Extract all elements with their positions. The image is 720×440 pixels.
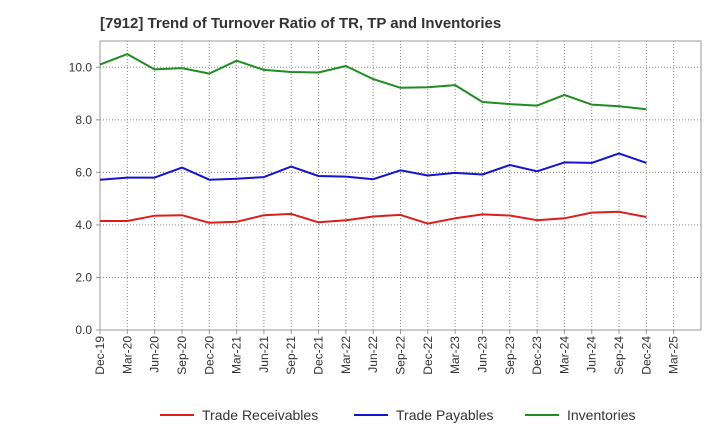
gridlines: [100, 41, 701, 330]
legend-label-trade-payables: Trade Payables: [396, 407, 494, 423]
y-tick-label: 8.0: [75, 113, 92, 127]
x-tick-label: Dec-20: [202, 336, 216, 375]
x-tick-label: Dec-21: [312, 336, 326, 375]
x-tick-label: Dec-19: [93, 336, 107, 375]
x-tick-label: Sep-24: [612, 336, 626, 375]
x-tick-label: Jun-24: [585, 336, 599, 373]
y-tick-label: 4.0: [75, 218, 92, 232]
legend-item-inventories: Inventories: [525, 404, 635, 426]
x-tick-label: Mar-24: [557, 336, 571, 374]
y-tick-label: 0.0: [75, 323, 92, 337]
legend-label-trade-receivables: Trade Receivables: [202, 407, 319, 423]
series-lines: [99, 53, 647, 225]
x-tick-label: Mar-25: [667, 336, 681, 374]
x-tick-label: Sep-20: [175, 336, 189, 375]
legend-swatch-trade-receivables: [160, 414, 194, 416]
x-tick-label: Mar-21: [230, 336, 244, 374]
chart-title: [7912] Trend of Turnover Ratio of TR, TP…: [100, 15, 502, 32]
series-line-trade-receivables: [100, 210, 647, 225]
legend-swatch-inventories: [525, 414, 559, 416]
legend-item-trade-receivables: Trade Receivables: [160, 404, 318, 426]
legend-item-trade-payables: Trade Payables: [354, 404, 494, 426]
y-tick-label: 6.0: [75, 165, 92, 179]
legend: Trade Receivables Trade Payables Invento…: [0, 404, 720, 426]
x-tick-label: Sep-22: [394, 336, 408, 375]
x-tick-label: Jun-22: [366, 336, 380, 373]
x-tick-label: Sep-23: [503, 336, 517, 375]
x-axis-ticks: Dec-19 Mar-20 Jun-20 Sep-20 Dec-20 Mar-21 Jun-…: [93, 330, 681, 375]
x-tick-label: Dec-22: [421, 336, 435, 375]
x-tick-label: Mar-22: [339, 336, 353, 374]
x-tick-label: Mar-20: [120, 336, 134, 374]
x-tick-label: Jun-21: [257, 336, 271, 373]
x-tick-label: Jun-23: [475, 336, 489, 373]
series-line-inventories: [99, 53, 647, 111]
legend-swatch-trade-payables: [354, 414, 388, 416]
legend-label-inventories: Inventories: [567, 407, 636, 423]
x-tick-label: Sep-21: [284, 336, 298, 375]
y-tick-label: 2.0: [75, 270, 92, 284]
series-line-trade-payables: [99, 152, 647, 181]
x-tick-label: Mar-23: [448, 336, 462, 374]
x-tick-label: Jun-20: [148, 336, 162, 373]
y-axis-ticks: 0.0 2.0 4.0 6.0 8.0 10.0: [69, 60, 100, 337]
y-tick-label: 10.0: [69, 60, 93, 74]
x-tick-label: Dec-24: [639, 336, 653, 375]
x-tick-label: Dec-23: [530, 336, 544, 375]
